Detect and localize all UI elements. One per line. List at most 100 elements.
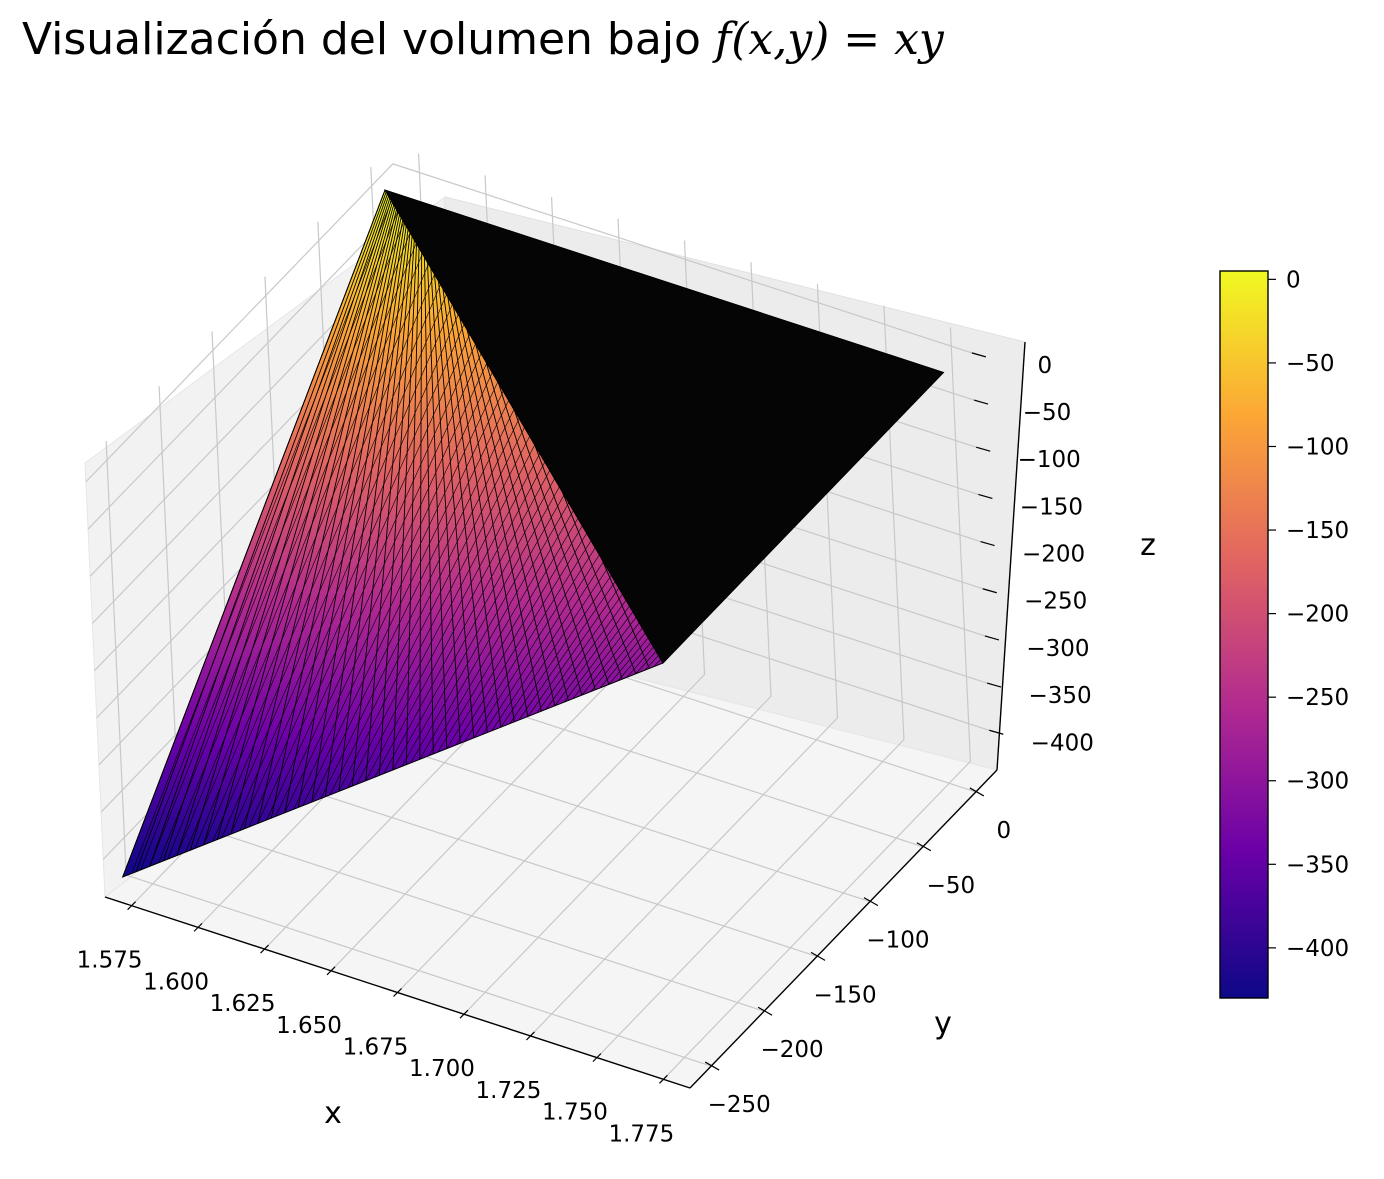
- surface-mesh-line: [257, 195, 403, 824]
- z-tick-label: −400: [1031, 730, 1094, 756]
- colorbar-tick-label: −100: [1286, 434, 1349, 460]
- surface-mesh-line: [426, 203, 461, 744]
- z-tick-mark: [978, 493, 993, 499]
- z-tick-label: −150: [1020, 494, 1083, 520]
- chart-title-text: Visualización del volumen bajo: [22, 14, 715, 65]
- surface-mesh-line: [230, 194, 399, 835]
- colorbar-ticks: 0 −50 −100 −150 −200 −250 −300 −350 −400: [1268, 267, 1349, 962]
- surface-mesh-line: [230, 226, 497, 835]
- surface-mesh-line: [428, 204, 475, 738]
- x-tick-label: 1.675: [343, 1035, 409, 1061]
- x-tick-mark: [459, 1009, 469, 1019]
- surface-mesh-line: [221, 223, 488, 838]
- x-tick-mark: [526, 1031, 535, 1041]
- x-tick-mark: [260, 944, 269, 954]
- surface-mesh-line: [176, 192, 393, 856]
- colorbar: 0 −50 −100 −150 −200 −250 −300 −350 −400: [1219, 267, 1349, 999]
- y-tick-mark: [916, 842, 932, 852]
- surface-mesh-line: [424, 203, 448, 749]
- z-axis-line: [996, 341, 1026, 771]
- surface-mesh-line: [431, 205, 502, 728]
- surface-mesh-line: [167, 205, 432, 860]
- grid-line-x: [596, 305, 905, 1059]
- surface-mesh-line: [185, 211, 451, 853]
- surface-mesh-line: [243, 194, 401, 829]
- surface-mesh-line: [216, 193, 398, 840]
- x-tick-label: 1.725: [476, 1078, 542, 1104]
- x-tick-mark: [193, 922, 203, 932]
- z-tick-mark: [986, 682, 1002, 688]
- surface-mesh-line: [122, 190, 386, 878]
- y-tick-mark: [969, 787, 985, 797]
- colorbar-tick-label: −200: [1286, 602, 1349, 628]
- surface-mesh-line: [284, 196, 406, 813]
- z-tick-mark: [980, 540, 995, 547]
- z-tick-label: −100: [1018, 447, 1081, 473]
- surface-mesh-line: [203, 193, 396, 846]
- surface-mesh-line: [423, 202, 434, 754]
- z-tick-label: −200: [1022, 542, 1085, 568]
- surface-mesh-line: [378, 200, 418, 776]
- y-tick-label: −200: [761, 1037, 824, 1063]
- x-tick-label: 1.650: [276, 1013, 342, 1039]
- colorbar-gradient: [1219, 270, 1269, 999]
- y-axis-line: [689, 769, 998, 1089]
- y-tick-label: −100: [866, 928, 929, 954]
- y-axis-label: y: [934, 1006, 952, 1041]
- surface-dark-region: [383, 189, 945, 664]
- z-tick-mark: [984, 635, 1000, 641]
- z-tick-mark: [976, 446, 991, 452]
- surface-mesh-line: [189, 192, 394, 851]
- grid-line-x: [662, 327, 972, 1080]
- surface-mesh-line: [311, 197, 409, 803]
- surface-plot: [121, 189, 945, 878]
- surface-mesh-line: [158, 202, 423, 863]
- chart-title: Visualización del volumen bajo f(x,y) = …: [22, 14, 944, 65]
- chart-title-math: f(x,y) = xy: [714, 14, 944, 65]
- colorbar-tick-label: 0: [1286, 267, 1301, 293]
- z-tick-label: −250: [1024, 589, 1087, 615]
- surface-mesh-line: [203, 217, 470, 846]
- z-ticks: 0 −50 −100 −150 −200 −250 −300 −350 −400: [971, 352, 1094, 756]
- y-tick-label: −250: [708, 1092, 771, 1118]
- x-tick-label: 1.775: [608, 1121, 674, 1147]
- colorbar-tick-label: −350: [1286, 852, 1349, 878]
- surface-mesh-line: [297, 197, 408, 808]
- z-tick-label: −350: [1029, 683, 1092, 709]
- z-tick-label: 0: [1038, 353, 1053, 379]
- y-tick-mark: [810, 951, 826, 961]
- x-tick-mark: [592, 1053, 602, 1063]
- x-tick-mark: [326, 966, 336, 976]
- colorbar-tick-label: −50: [1286, 351, 1335, 377]
- surface-mesh-line: [392, 201, 419, 771]
- surface-mesh-line: [131, 193, 395, 874]
- colorbar-tick-label: −250: [1286, 685, 1349, 711]
- surface-mesh-line: [176, 208, 442, 856]
- x-tick-label: 1.600: [143, 969, 209, 995]
- x-tick-mark: [658, 1074, 668, 1084]
- surface-mesh-line: [162, 191, 391, 862]
- y-tick-mark: [757, 1006, 773, 1016]
- colorbar-tick-label: −300: [1286, 769, 1349, 795]
- z-tick-mark: [982, 588, 997, 594]
- grid-line-z: [85, 163, 979, 483]
- surface-mesh-line: [338, 198, 413, 792]
- x-tick-label: 1.625: [210, 991, 276, 1017]
- y-tick-mark: [863, 897, 879, 907]
- x-tick-mark: [127, 901, 137, 911]
- surface-mesh-line: [135, 190, 388, 872]
- surface-mesh-line: [140, 196, 404, 870]
- y-tick-label: −50: [927, 873, 976, 899]
- surface-mesh-line: [149, 191, 389, 867]
- z-tick-mark: [989, 729, 1004, 735]
- surface-mesh-line: [239, 229, 507, 831]
- x-tick-label: 1.750: [542, 1100, 608, 1126]
- surface-mesh-line: [419, 202, 423, 760]
- colorbar-tick-label: −400: [1286, 936, 1349, 962]
- surface-mesh-line: [212, 220, 479, 842]
- y-tick-mark: [704, 1061, 720, 1071]
- y-tick-label: 0: [997, 818, 1012, 844]
- x-tick-mark: [393, 988, 402, 997]
